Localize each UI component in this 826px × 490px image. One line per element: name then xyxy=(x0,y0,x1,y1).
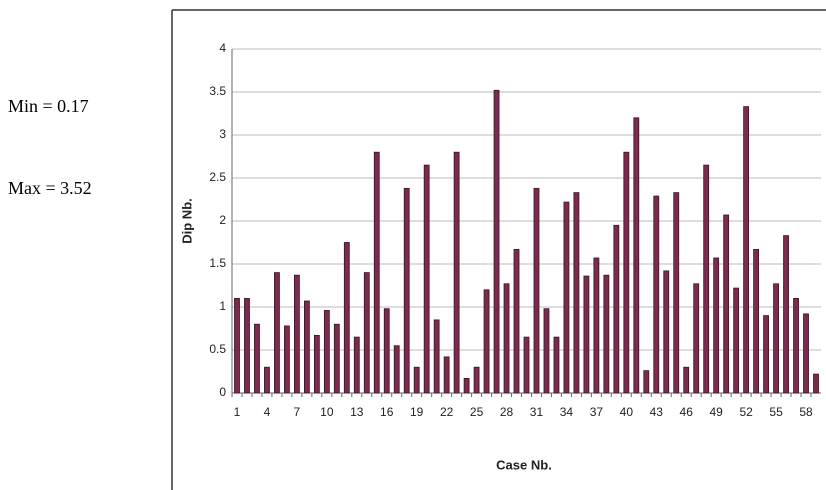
bar xyxy=(793,297,799,394)
bar xyxy=(234,297,240,394)
y-tick-label: 0 xyxy=(219,385,226,399)
x-tick-label: 7 xyxy=(294,405,301,419)
bar xyxy=(623,151,630,394)
x-tick-label: 46 xyxy=(680,405,694,419)
bar xyxy=(373,151,380,394)
bar xyxy=(553,336,560,394)
bar xyxy=(333,323,340,394)
x-tick-label: 34 xyxy=(560,405,574,419)
bar xyxy=(303,300,310,394)
y-tick-label: 1 xyxy=(219,299,226,313)
annotation: Min = 0.17 xyxy=(8,96,89,116)
bar xyxy=(573,192,580,394)
x-tick-label: 28 xyxy=(500,405,514,419)
x-tick-label: 10 xyxy=(320,405,334,419)
y-tick-label: 1.5 xyxy=(209,256,226,270)
y-tick-label: 2.5 xyxy=(209,170,226,184)
bar xyxy=(393,345,400,394)
annotation: Max = 3.52 xyxy=(8,178,92,198)
x-tick-label: 19 xyxy=(410,405,424,419)
bar xyxy=(783,235,789,394)
bar xyxy=(423,164,430,394)
y-tick-label: 3.5 xyxy=(209,84,226,98)
x-tick-label: 43 xyxy=(650,405,664,419)
bar xyxy=(284,325,290,394)
bar xyxy=(264,366,270,394)
bar xyxy=(503,283,510,394)
bar xyxy=(563,201,570,394)
bar xyxy=(543,308,550,394)
x-tick-label: 1 xyxy=(234,405,241,419)
bar xyxy=(593,257,600,394)
bar xyxy=(313,334,320,394)
bar xyxy=(653,195,660,394)
bar xyxy=(703,164,710,394)
bar xyxy=(693,283,700,394)
bar xyxy=(713,257,720,394)
x-tick-label: 22 xyxy=(440,405,454,419)
bar xyxy=(763,315,769,394)
bar xyxy=(353,336,360,394)
bar xyxy=(383,308,390,394)
bar xyxy=(613,224,620,394)
x-tick-label: 55 xyxy=(769,405,783,419)
x-tick-label: 13 xyxy=(350,405,364,419)
bar xyxy=(483,289,490,394)
bar xyxy=(254,323,260,394)
bar xyxy=(363,272,370,394)
bar xyxy=(274,272,280,394)
bar xyxy=(673,192,680,394)
x-tick-label: 52 xyxy=(739,405,753,419)
bar xyxy=(753,248,760,394)
bar xyxy=(813,373,819,394)
bar xyxy=(603,274,610,394)
x-tick-label: 31 xyxy=(530,405,544,419)
bar xyxy=(743,106,750,394)
bar xyxy=(513,248,520,394)
bar xyxy=(403,187,410,394)
bar xyxy=(493,89,500,394)
bar xyxy=(244,297,250,394)
bar xyxy=(523,336,530,394)
bar xyxy=(643,370,650,394)
bar xyxy=(533,187,540,394)
x-tick-label: 58 xyxy=(799,405,813,419)
x-tick-label: 37 xyxy=(590,405,604,419)
bar xyxy=(723,214,730,394)
bar xyxy=(663,270,670,394)
bar xyxy=(343,242,350,394)
bar xyxy=(433,319,440,394)
y-tick-label: 0.5 xyxy=(209,342,226,356)
bar xyxy=(443,356,450,394)
bar xyxy=(293,274,300,394)
bar xyxy=(583,275,590,394)
bar xyxy=(773,283,779,394)
bar xyxy=(413,366,420,394)
y-axis-title: Dip Nb. xyxy=(179,198,194,244)
x-tick-label: 25 xyxy=(470,405,484,419)
bar xyxy=(323,310,330,394)
x-tick-label: 40 xyxy=(620,405,634,419)
bar xyxy=(463,377,470,394)
bar xyxy=(473,366,480,394)
x-tick-label: 49 xyxy=(709,405,723,419)
x-tick-label: 4 xyxy=(264,405,271,419)
bar xyxy=(733,287,740,394)
y-tick-label: 3 xyxy=(219,127,226,141)
y-tick-label: 2 xyxy=(219,213,226,227)
bar xyxy=(803,313,809,394)
bar xyxy=(683,366,690,394)
y-tick-label: 4 xyxy=(219,41,226,55)
x-tick-label: 16 xyxy=(380,405,394,419)
x-axis-title: Case Nb. xyxy=(496,457,552,472)
bar xyxy=(453,151,460,394)
bar xyxy=(633,117,640,394)
